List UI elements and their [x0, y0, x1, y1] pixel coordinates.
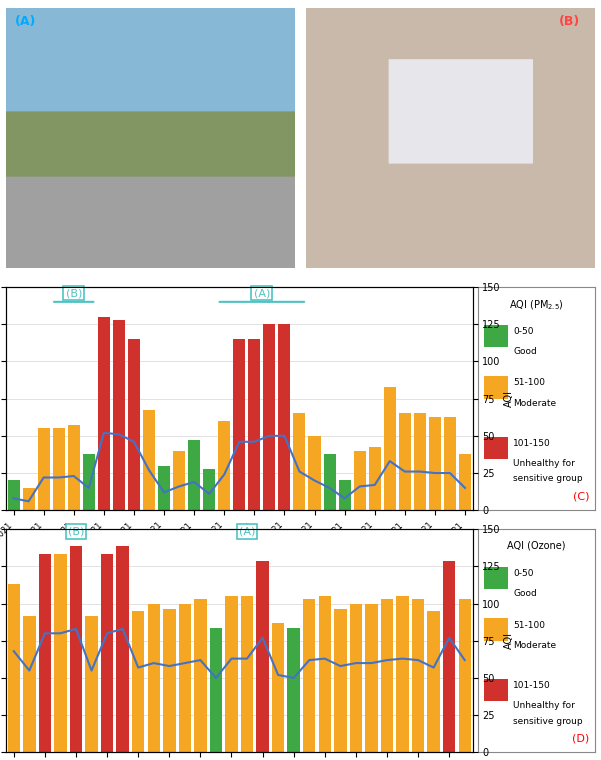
Text: 0-50: 0-50 — [513, 569, 534, 578]
Bar — [248, 339, 260, 510]
Bar — [83, 454, 95, 510]
Text: 101-150: 101-150 — [513, 439, 551, 448]
Text: AQI (Ozone): AQI (Ozone) — [507, 540, 566, 550]
Text: Moderate: Moderate — [513, 398, 557, 407]
Bar — [353, 451, 365, 510]
Bar — [334, 609, 347, 752]
Text: 101-150: 101-150 — [513, 681, 551, 690]
Text: AQI (PM$_{2.5}$): AQI (PM$_{2.5}$) — [510, 298, 564, 312]
Bar — [8, 584, 20, 752]
Bar — [53, 429, 65, 510]
Bar — [396, 596, 409, 752]
Text: 51-100: 51-100 — [513, 621, 545, 629]
FancyBboxPatch shape — [484, 436, 507, 459]
Bar — [54, 554, 67, 752]
Bar — [444, 417, 456, 510]
Text: (D): (D) — [572, 733, 589, 743]
Bar — [98, 317, 110, 510]
Text: 0-50: 0-50 — [513, 327, 534, 336]
Bar — [414, 413, 426, 510]
Bar — [384, 388, 396, 510]
Bar — [399, 413, 411, 510]
Bar — [429, 417, 441, 510]
Bar — [368, 447, 380, 510]
FancyBboxPatch shape — [484, 376, 507, 398]
Bar — [459, 599, 471, 752]
Text: (A): (A) — [254, 288, 270, 298]
Bar — [350, 603, 362, 752]
Bar — [225, 596, 238, 752]
Bar — [257, 562, 269, 752]
Text: sensitive group: sensitive group — [513, 717, 583, 726]
Bar — [188, 439, 200, 510]
Bar — [158, 466, 170, 510]
Text: 51-100: 51-100 — [513, 378, 545, 388]
Bar — [128, 339, 140, 510]
Bar — [163, 609, 175, 752]
Bar — [117, 546, 129, 752]
Bar — [293, 413, 305, 510]
Bar — [38, 554, 51, 752]
Text: Good: Good — [513, 589, 537, 598]
Text: Moderate: Moderate — [513, 641, 557, 650]
Bar — [70, 546, 82, 752]
Bar — [427, 611, 440, 752]
Bar — [278, 325, 290, 510]
Bar — [287, 629, 300, 752]
Bar — [459, 454, 471, 510]
Bar — [233, 339, 245, 510]
FancyBboxPatch shape — [484, 567, 507, 590]
Text: (B): (B) — [68, 527, 84, 537]
Bar — [381, 599, 393, 752]
Legend: PM2.5 concentration: PM2.5 concentration — [171, 581, 307, 599]
Text: (B): (B) — [66, 288, 82, 298]
Text: Good: Good — [513, 347, 537, 356]
Bar — [143, 410, 155, 510]
Bar — [308, 435, 320, 510]
Bar — [365, 603, 377, 752]
Text: (A): (A) — [239, 527, 255, 537]
Bar — [338, 480, 350, 510]
Bar — [147, 603, 160, 752]
FancyBboxPatch shape — [484, 679, 507, 701]
Text: (A): (A) — [14, 15, 36, 28]
Bar — [101, 554, 114, 752]
Bar — [178, 603, 191, 752]
Bar — [323, 454, 335, 510]
Bar — [412, 599, 424, 752]
Y-axis label: AQI: AQI — [504, 390, 514, 407]
Bar — [173, 451, 185, 510]
Y-axis label: AQI: AQI — [504, 632, 514, 649]
Bar — [210, 629, 222, 752]
Bar — [443, 562, 456, 752]
Bar — [263, 325, 275, 510]
Text: sensitive group: sensitive group — [513, 474, 583, 483]
Bar — [272, 623, 284, 752]
Bar — [203, 470, 215, 510]
Bar — [85, 616, 98, 752]
Bar — [132, 611, 144, 752]
FancyBboxPatch shape — [484, 325, 507, 347]
Bar — [8, 480, 20, 510]
Text: Unhealthy for: Unhealthy for — [513, 701, 575, 710]
Bar — [23, 488, 35, 510]
Bar — [113, 321, 125, 510]
Bar — [23, 616, 35, 752]
Text: (C): (C) — [573, 491, 589, 502]
Bar — [38, 429, 50, 510]
Bar — [218, 421, 230, 510]
Bar — [68, 425, 80, 510]
Bar — [241, 596, 253, 752]
Bar — [303, 599, 316, 752]
Bar — [194, 599, 207, 752]
Text: Unhealthy for: Unhealthy for — [513, 459, 575, 468]
Text: (B): (B) — [560, 15, 581, 28]
Bar — [319, 596, 331, 752]
FancyBboxPatch shape — [484, 619, 507, 641]
